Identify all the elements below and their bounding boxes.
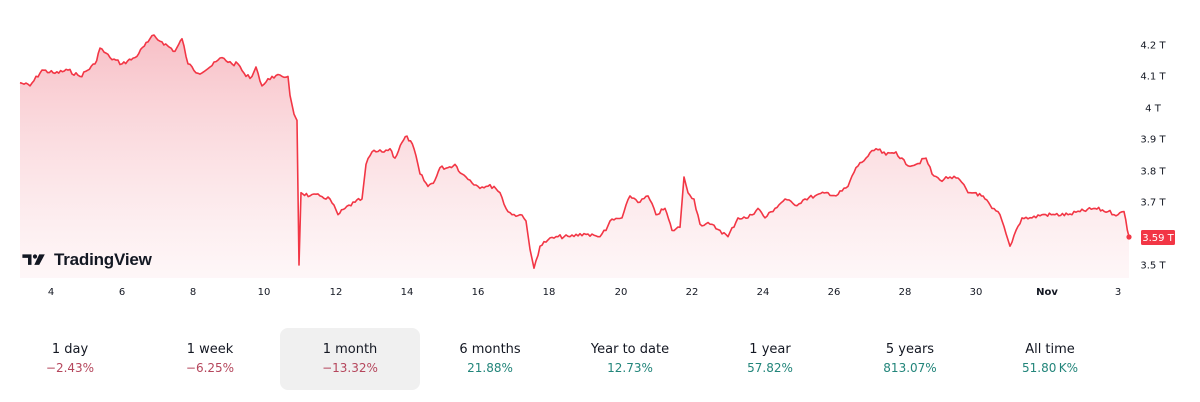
x-axis-tick: 16 <box>472 287 485 298</box>
period-change: 57.82% <box>747 361 793 375</box>
last-price-dot <box>1126 234 1132 240</box>
x-axis-tick: 22 <box>686 287 699 298</box>
period-label: 5 years <box>885 342 935 357</box>
price-chart[interactable]: 4.2 T 4.1 T 4 T 3.9 T 3.8 T 3.7 T 3.5 T 4 6 8 10 1… <box>0 0 1200 310</box>
period-label: All time <box>1025 342 1075 357</box>
period-change: 21.88% <box>467 361 513 375</box>
x-axis-tick: 18 <box>543 287 556 298</box>
period-year-to-date[interactable]: Year to date 12.73% <box>560 328 700 390</box>
period-change: 12.73% <box>607 361 653 375</box>
y-axis-tick: 3.9 T <box>1140 135 1166 146</box>
y-axis-tick: 4.1 T <box>1140 72 1166 83</box>
x-axis-tick: 3 <box>1115 287 1121 298</box>
period-change: 813.07% <box>883 361 937 375</box>
period-label: 1 week <box>186 342 234 357</box>
price-line <box>19 34 1132 270</box>
x-axis-tick: 20 <box>615 287 628 298</box>
y-axis-tick: 3.8 T <box>1140 167 1166 178</box>
period-5-years[interactable]: 5 years 813.07% <box>840 328 980 390</box>
area-fill <box>20 35 1129 278</box>
y-axis-tick: 4.2 T <box>1140 41 1166 52</box>
period-selector: 1 day −2.43% 1 week −6.25% 1 month −13.3… <box>0 328 1200 390</box>
period-1-week[interactable]: 1 week −6.25% <box>140 328 280 390</box>
period-change: −6.25% <box>185 361 235 375</box>
period-label: 6 months <box>459 342 521 357</box>
period-change: 51.80 K% <box>1021 361 1079 375</box>
x-axis-tick: 6 <box>119 287 125 298</box>
last-price-badge: 3.59 T <box>1141 230 1175 245</box>
period-change: −13.32% <box>322 361 378 375</box>
period-change: −2.43% <box>45 361 95 375</box>
x-axis-tick: 12 <box>330 287 343 298</box>
x-axis-tick: 26 <box>828 287 841 298</box>
x-axis-tick: 8 <box>190 287 196 298</box>
last-price-label: 3.59 T <box>1142 233 1174 244</box>
period-label: 1 day <box>51 342 89 357</box>
y-axis: 4.2 T 4.1 T 4 T 3.9 T 3.8 T 3.7 T 3.5 T <box>1140 41 1166 272</box>
period-1-day[interactable]: 1 day −2.43% <box>0 328 140 390</box>
x-axis: 4 6 8 10 12 14 16 18 20 22 24 26 28 30 Nov 3 <box>48 287 1121 298</box>
y-axis-tick: 4 T <box>1145 104 1162 115</box>
x-axis-tick: 28 <box>899 287 912 298</box>
x-axis-tick: 10 <box>258 287 271 298</box>
tradingview-logo-text: TradingView <box>54 250 152 269</box>
tradingview-logo[interactable]: TradingView <box>22 250 152 270</box>
x-axis-tick: 4 <box>48 287 54 298</box>
period-label: 1 year <box>749 342 791 357</box>
x-axis-tick: 30 <box>970 287 983 298</box>
period-all-time[interactable]: All time 51.80 K% <box>980 328 1120 390</box>
period-label: 1 month <box>322 342 378 357</box>
x-axis-tick: 24 <box>757 287 770 298</box>
x-axis-tick: Nov <box>1036 287 1058 298</box>
y-axis-tick: 3.7 T <box>1140 198 1166 209</box>
period-1-month[interactable]: 1 month −13.32% <box>280 328 420 390</box>
y-axis-tick: 3.5 T <box>1140 261 1166 272</box>
period-label: Year to date <box>590 342 670 357</box>
x-axis-tick: 14 <box>401 287 414 298</box>
tradingview-logo-icon <box>22 254 45 265</box>
period-6-months[interactable]: 6 months 21.88% <box>420 328 560 390</box>
period-1-year[interactable]: 1 year 57.82% <box>700 328 840 390</box>
